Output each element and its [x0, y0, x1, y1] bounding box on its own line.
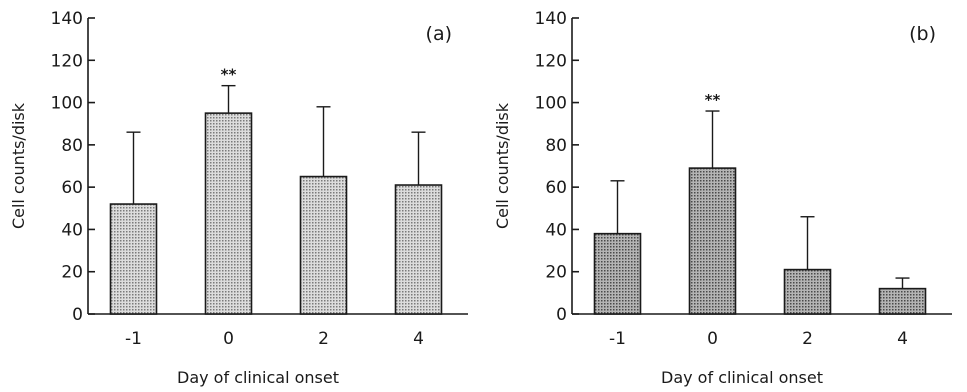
y-tick-label: 0	[556, 305, 567, 325]
y-tick-label: 20	[61, 263, 83, 283]
significance-marker: **	[221, 66, 237, 84]
x-axis-label: Day of clinical onset	[661, 368, 823, 387]
bar	[299, 175, 348, 315]
chart-panel-b: 0 20 40 60 80 100 120 140 -1 0 ** 2 4 (b) Day of clini…	[493, 9, 952, 387]
x-tick-label: -1	[609, 329, 626, 349]
y-axis-label: Cell counts/disk	[493, 102, 512, 229]
y-tick-label: 100	[535, 94, 567, 114]
panel-label: (b)	[909, 23, 936, 45]
y-tick-label: 120	[51, 51, 83, 71]
y-tick-label: 40	[545, 220, 567, 240]
y-axis-label: Cell counts/disk	[9, 102, 28, 229]
x-tick-label: 4	[413, 329, 424, 349]
significance-marker: **	[705, 91, 721, 109]
y-tick-label: 60	[545, 178, 567, 198]
x-tick-label: -1	[125, 329, 142, 349]
bar	[783, 268, 832, 315]
y-tick-label: 120	[535, 51, 567, 71]
y-tick-label: 80	[61, 136, 83, 156]
y-tick-label: 140	[535, 9, 567, 29]
y-tick-label: 60	[61, 178, 83, 198]
x-tick-label: 2	[318, 329, 329, 349]
y-tick-label: 80	[545, 136, 567, 156]
bar	[394, 184, 443, 315]
bar	[109, 203, 158, 315]
bar	[204, 112, 253, 315]
y-tick-label: 100	[51, 94, 83, 114]
chart-panel-a: 0 20 40 60 80 100 120 140 -1 0 ** 2 4 (a) Day of clini…	[9, 9, 468, 387]
x-tick-label: 4	[897, 329, 908, 349]
bar	[688, 167, 737, 315]
x-axis-label: Day of clinical onset	[177, 368, 339, 387]
y-tick-label: 0	[72, 305, 83, 325]
panel-label: (a)	[426, 23, 452, 45]
x-tick-label: 0	[707, 329, 718, 349]
y-tick-label: 20	[545, 263, 567, 283]
x-tick-label: 2	[802, 329, 813, 349]
x-tick-label: 0	[223, 329, 234, 349]
bar	[878, 287, 927, 315]
y-tick-label: 140	[51, 9, 83, 29]
y-tick-label: 40	[61, 220, 83, 240]
bar	[593, 232, 642, 315]
